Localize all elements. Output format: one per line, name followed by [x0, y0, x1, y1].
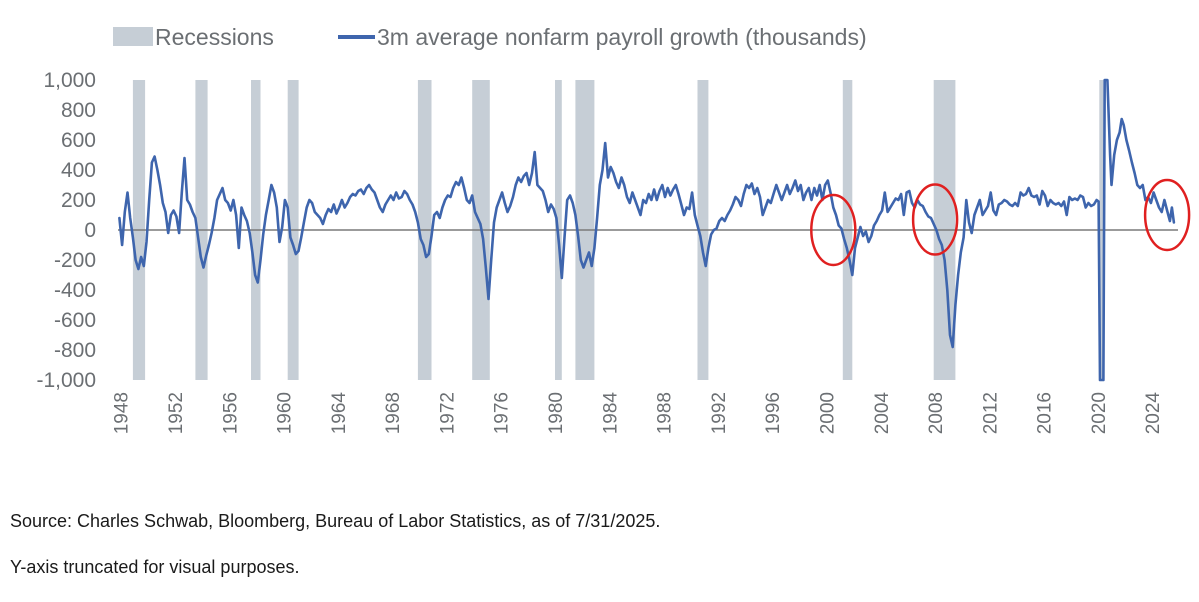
highlight-circle-0: [810, 193, 857, 267]
y-tick-label: -400: [54, 279, 96, 302]
legend-recessions-swatch: [113, 27, 153, 46]
y-tick-label: 800: [61, 99, 96, 122]
highlight-circles: [810, 178, 1191, 267]
x-tick-label: 1996: [763, 392, 784, 434]
y-axis: 1,000 800 600 400 200 0 -200 -400 -600 -800 -1,000: [36, 69, 96, 392]
legend-recessions-label: Recessions: [155, 24, 274, 50]
x-tick-label: 2016: [1035, 392, 1056, 434]
series-group: [118, 78, 1176, 382]
x-tick-label: 1984: [600, 392, 621, 435]
x-tick-label: 1972: [438, 392, 459, 434]
highlight-circle-1: [911, 183, 959, 256]
x-tick-label: 1988: [655, 392, 676, 434]
x-tick-label: 1976: [492, 392, 513, 434]
y-tick-label: -200: [54, 249, 96, 272]
y-tick-label: -1,000: [36, 369, 96, 392]
series-line-0: [118, 78, 1176, 382]
x-tick-label: 1980: [546, 392, 567, 434]
y-tick-label: 400: [61, 159, 96, 182]
y-tick-label: 1,000: [43, 69, 96, 92]
legend: Recessions 3m average nonfarm payroll gr…: [113, 24, 867, 50]
x-tick-label: 1952: [166, 392, 187, 434]
y-tick-label: 200: [61, 189, 96, 212]
x-tick-label: 1960: [275, 392, 296, 434]
x-tick-label: 1992: [709, 392, 730, 434]
y-tick-label: -800: [54, 339, 96, 362]
x-tick-label: 2024: [1143, 392, 1164, 435]
x-tick-label: 2004: [872, 392, 893, 435]
x-tick-label: 2008: [926, 392, 947, 434]
legend-series-label: 3m average nonfarm payroll growth (thous…: [377, 24, 867, 50]
source-note: Source: Charles Schwab, Bloomberg, Burea…: [10, 511, 661, 531]
y-tick-label: -600: [54, 309, 96, 332]
x-tick-label: 2000: [818, 392, 839, 434]
x-axis: 1948 1952 1956 1960 1964 1968 1972 1976 1980 1984…: [112, 392, 1164, 435]
highlight-circle-2: [1143, 178, 1191, 252]
x-tick-label: 1948: [112, 392, 133, 434]
x-tick-label: 1956: [220, 392, 241, 434]
y-tick-label: 0: [84, 219, 96, 242]
chart-panel: Recessions 3m average nonfarm payroll gr…: [36, 24, 1191, 435]
y-tick-label: 600: [61, 129, 96, 152]
x-tick-label: 1968: [383, 392, 404, 434]
x-tick-label: 2012: [980, 392, 1001, 434]
x-tick-label: 1964: [329, 392, 350, 435]
footnote: Y-axis truncated for visual purposes.: [10, 557, 300, 577]
chart-svg: Recessions 3m average nonfarm payroll gr…: [36, 24, 1191, 435]
x-tick-label: 2020: [1089, 392, 1110, 434]
